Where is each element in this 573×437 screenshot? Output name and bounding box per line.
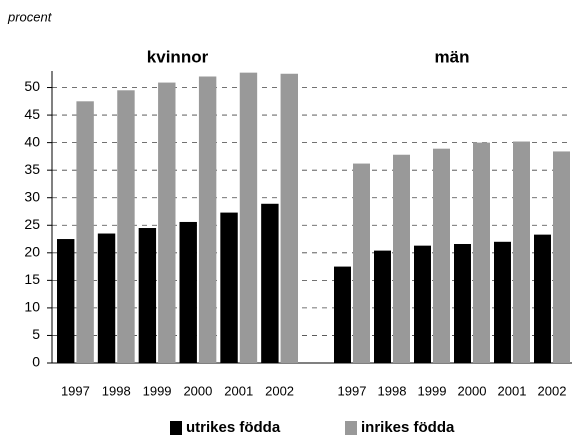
y-axis-label: procent bbox=[7, 9, 53, 24]
bar bbox=[414, 245, 431, 363]
bar bbox=[433, 148, 450, 363]
bar bbox=[454, 243, 471, 363]
x-tick-label: 2002 bbox=[538, 383, 567, 398]
bar bbox=[179, 221, 197, 363]
bar bbox=[513, 141, 530, 363]
y-tick-label: 25 bbox=[24, 216, 40, 232]
y-tick-label: 5 bbox=[32, 326, 40, 342]
y-tick-label: 0 bbox=[32, 354, 40, 370]
y-tick-label: 45 bbox=[24, 106, 40, 122]
y-tick-label: 30 bbox=[24, 188, 40, 204]
legend-swatch bbox=[170, 421, 182, 435]
bar bbox=[261, 203, 279, 363]
bar bbox=[198, 76, 217, 364]
x-tick-label: 1998 bbox=[102, 383, 131, 398]
x-tick-label: 2001 bbox=[498, 383, 527, 398]
bar bbox=[76, 101, 94, 364]
bar bbox=[158, 82, 176, 363]
y-tick-label: 35 bbox=[24, 161, 40, 177]
bar bbox=[494, 241, 511, 363]
y-tick-label: 40 bbox=[24, 133, 40, 149]
legend-label: inrikes födda bbox=[361, 419, 455, 436]
bar bbox=[57, 239, 75, 363]
x-tick-label: 1997 bbox=[338, 383, 367, 398]
bar bbox=[138, 228, 157, 363]
bar bbox=[534, 234, 551, 363]
legend-swatch bbox=[345, 421, 357, 435]
x-tick-label: 1997 bbox=[61, 383, 90, 398]
y-tick-label: 20 bbox=[24, 244, 40, 260]
x-tick-label: 2000 bbox=[183, 383, 212, 398]
bar bbox=[334, 266, 351, 363]
bar bbox=[220, 212, 238, 363]
y-tick-label: 50 bbox=[24, 78, 40, 94]
bar bbox=[97, 233, 116, 363]
x-tick-label: 1999 bbox=[418, 383, 447, 398]
bar bbox=[374, 250, 391, 363]
x-tick-label: 2000 bbox=[458, 383, 487, 398]
x-tick-label: 2001 bbox=[224, 383, 253, 398]
bar bbox=[353, 163, 370, 363]
panel-title: kvinnor bbox=[147, 47, 209, 66]
x-tick-label: 1998 bbox=[378, 383, 407, 398]
y-tick-label: 10 bbox=[24, 299, 40, 315]
x-tick-label: 2002 bbox=[265, 383, 294, 398]
bar bbox=[117, 90, 135, 363]
legend-label: utrikes födda bbox=[186, 419, 281, 436]
bar bbox=[553, 151, 570, 363]
bar bbox=[280, 73, 298, 364]
y-tick-label: 15 bbox=[24, 271, 40, 287]
bar bbox=[473, 142, 490, 363]
panel-title: män bbox=[435, 47, 470, 66]
bar bbox=[393, 154, 410, 363]
bar bbox=[239, 72, 258, 363]
x-tick-label: 1999 bbox=[143, 383, 172, 398]
